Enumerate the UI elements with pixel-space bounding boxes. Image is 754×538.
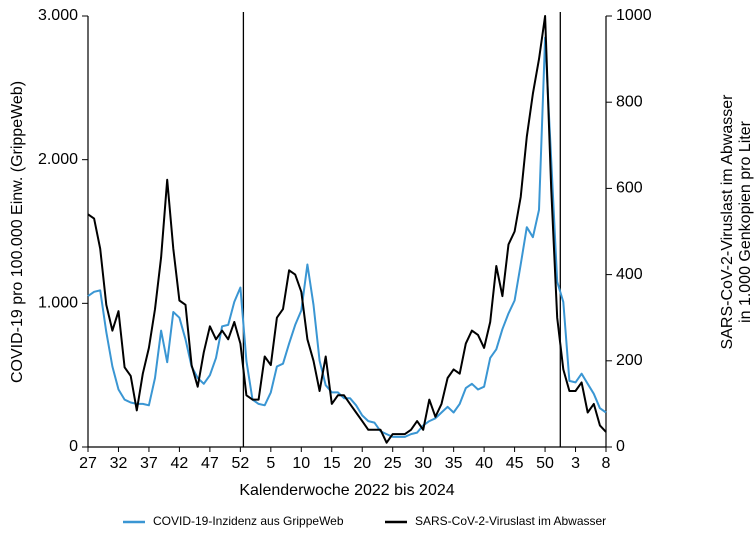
y2-tick-label: 0 [616, 438, 625, 455]
y2-axis-label: SARS-CoV-2-Viruslast im Abwasser [719, 94, 736, 350]
y-tick-label: 3.000 [38, 7, 78, 24]
x-tick-label: 40 [475, 455, 493, 472]
x-tick-label: 30 [414, 455, 432, 472]
y2-tick-label: 200 [616, 352, 643, 369]
legend-text: SARS-CoV-2-Viruslast im Abwasser [415, 514, 606, 528]
x-tick-label: 3 [571, 455, 580, 472]
y2-tick-label: 800 [616, 93, 643, 110]
x-tick-label: 37 [140, 455, 158, 472]
x-tick-label: 35 [445, 455, 463, 472]
x-tick-label: 10 [292, 455, 310, 472]
y2-axis-label: in 1.000 Genkopien pro Liter [737, 120, 754, 323]
y2-tick-label: 600 [616, 180, 643, 197]
y-axis-label: COVID-19 pro 100.000 Einw. (GrippeWeb) [9, 81, 26, 383]
y-tick-label: 1.000 [38, 295, 78, 312]
x-tick-label: 52 [231, 455, 249, 472]
x-tick-label: 27 [79, 455, 97, 472]
x-tick-label: 5 [266, 455, 275, 472]
y2-tick-label: 400 [616, 266, 643, 283]
x-axis-label: Kalenderwoche 2022 bis 2024 [239, 482, 454, 499]
y2-tick-label: 1000 [616, 7, 652, 24]
x-tick-label: 50 [536, 455, 554, 472]
x-tick-label: 47 [201, 455, 219, 472]
x-tick-label: 15 [323, 455, 341, 472]
x-tick-label: 32 [110, 455, 128, 472]
y-tick-label: 0 [69, 438, 78, 455]
x-tick-label: 20 [353, 455, 371, 472]
legend-text: COVID-19-Inzidenz aus GrippeWeb [153, 514, 344, 528]
y-tick-label: 2.000 [38, 151, 78, 168]
x-tick-label: 25 [384, 455, 402, 472]
series-line [87, 36, 607, 438]
x-tick-label: 8 [602, 455, 611, 472]
x-tick-label: 42 [171, 455, 189, 472]
x-tick-label: 45 [506, 455, 524, 472]
series-line [87, 15, 607, 444]
